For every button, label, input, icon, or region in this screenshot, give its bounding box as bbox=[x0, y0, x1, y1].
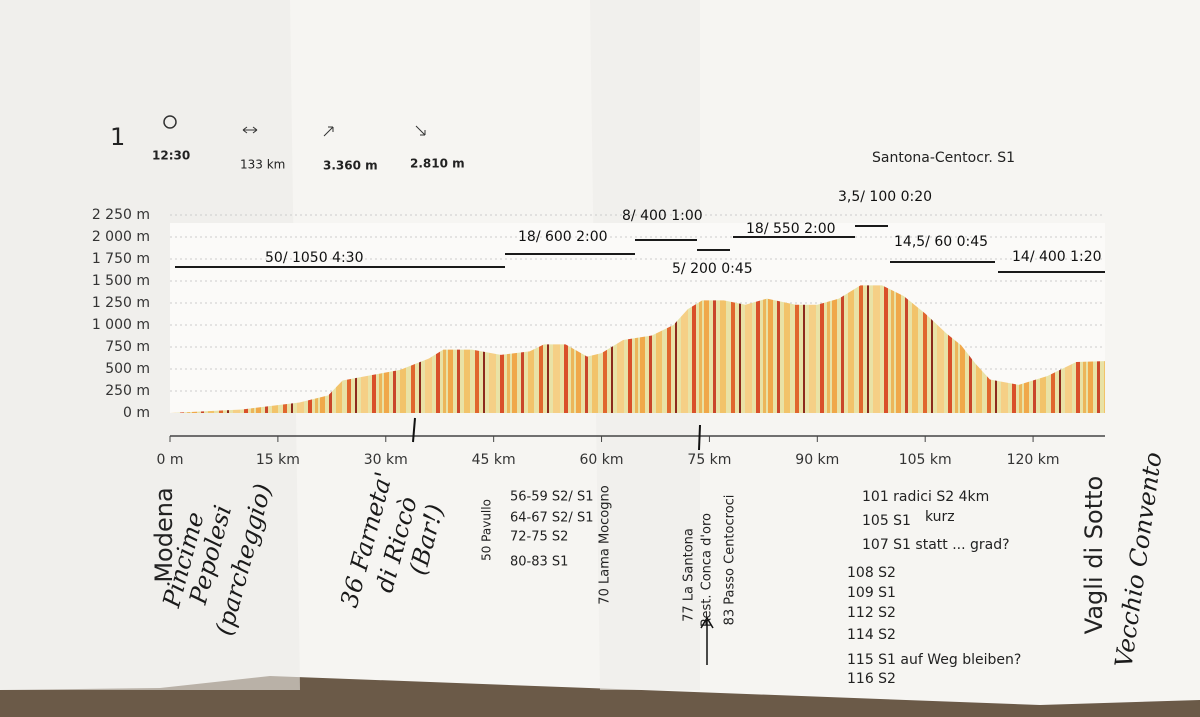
segment-label: 18/ 600 2:00 bbox=[518, 229, 608, 245]
y-tick-label: 0 m bbox=[123, 405, 150, 421]
y-tick-label: 1 000 m bbox=[92, 317, 150, 333]
note: 114 S2 bbox=[847, 627, 896, 643]
descent-icon bbox=[415, 125, 426, 136]
route: Santona-Centocr. S1 bbox=[872, 150, 1015, 166]
note: 80-83 S1 bbox=[510, 555, 568, 570]
note: 70 Lama Mocogno bbox=[598, 485, 613, 604]
note: 116 S2 bbox=[847, 671, 896, 687]
segment-label: 3,5/ 100 0:20 bbox=[838, 189, 932, 205]
y-tick-label: 1 750 m bbox=[92, 251, 150, 267]
paper-fold bbox=[0, 0, 300, 690]
y-tick-label: 750 m bbox=[105, 339, 150, 355]
x-tick-label: 120 km bbox=[1007, 452, 1060, 468]
note: 64-67 S2/ S1 bbox=[510, 511, 593, 526]
note: kurz bbox=[925, 509, 955, 525]
distance-icon bbox=[242, 126, 258, 134]
note: 109 S1 bbox=[847, 585, 896, 601]
x-tick-label: 75 km bbox=[687, 452, 731, 468]
descent: 2.810 m bbox=[410, 157, 465, 171]
x-tick-label: 60 km bbox=[580, 452, 624, 468]
marker bbox=[412, 417, 416, 443]
segment-label: 50/ 1050 4:30 bbox=[265, 250, 364, 266]
ascent: 3.360 m bbox=[323, 159, 378, 173]
segment-label: 8/ 400 1:00 bbox=[622, 208, 703, 224]
elevation-area bbox=[170, 285, 1105, 413]
note: 101 radici S2 4km bbox=[862, 489, 989, 505]
note: 107 S1 statt ... grad? bbox=[862, 537, 1010, 553]
x-tick-label: 30 km bbox=[364, 452, 408, 468]
distance: 133 km bbox=[240, 158, 285, 172]
time-icon bbox=[163, 115, 177, 129]
y-tick-label: 2 000 m bbox=[92, 229, 150, 245]
y-tick-label: 2 250 m bbox=[92, 207, 150, 223]
marker bbox=[698, 424, 701, 451]
place: Vagli di Sotto bbox=[1080, 476, 1108, 634]
note: 83 Passo Centocroci bbox=[723, 495, 738, 626]
note: 50 Pavullo bbox=[480, 499, 494, 561]
note: 112 S2 bbox=[847, 605, 896, 621]
note: Rest. Conca d'oro bbox=[700, 513, 715, 627]
y-tick-label: 1 250 m bbox=[92, 295, 150, 311]
segment-label: 14/ 400 1:20 bbox=[1012, 249, 1102, 265]
ascent-icon bbox=[323, 126, 334, 137]
x-tick-label: 90 km bbox=[795, 452, 839, 468]
y-tick-label: 250 m bbox=[105, 383, 150, 399]
time: 12:30 bbox=[152, 149, 190, 163]
place: Modena bbox=[150, 487, 178, 582]
segment-label: 5/ 200 0:45 bbox=[672, 261, 753, 277]
stage-number: 1 bbox=[110, 123, 125, 151]
segment-label: 14,5/ 60 0:45 bbox=[894, 234, 988, 250]
note: 77 La Santona bbox=[682, 528, 697, 622]
x-tick-label: 105 km bbox=[899, 452, 952, 468]
note: 72-75 S2 bbox=[510, 530, 568, 545]
note: 108 S2 bbox=[847, 565, 896, 581]
header: 1 12:30 133 km 3.360 m 2.810 m Santona-C… bbox=[110, 115, 1015, 173]
segment-label: 18/ 550 2:00 bbox=[746, 221, 836, 237]
note: 115 S1 auf Weg bleiben? bbox=[847, 652, 1021, 668]
note: 56-59 S2/ S1 bbox=[510, 490, 593, 505]
y-tick-label: 1 500 m bbox=[92, 273, 150, 289]
handwritten-arrow bbox=[700, 616, 714, 665]
note: 105 S1 bbox=[862, 513, 911, 529]
x-tick-label: 45 km bbox=[472, 452, 516, 468]
y-tick-label: 500 m bbox=[105, 361, 150, 377]
x-tick-label: 15 km bbox=[256, 452, 300, 468]
x-tick-label: 0 m bbox=[157, 452, 184, 468]
